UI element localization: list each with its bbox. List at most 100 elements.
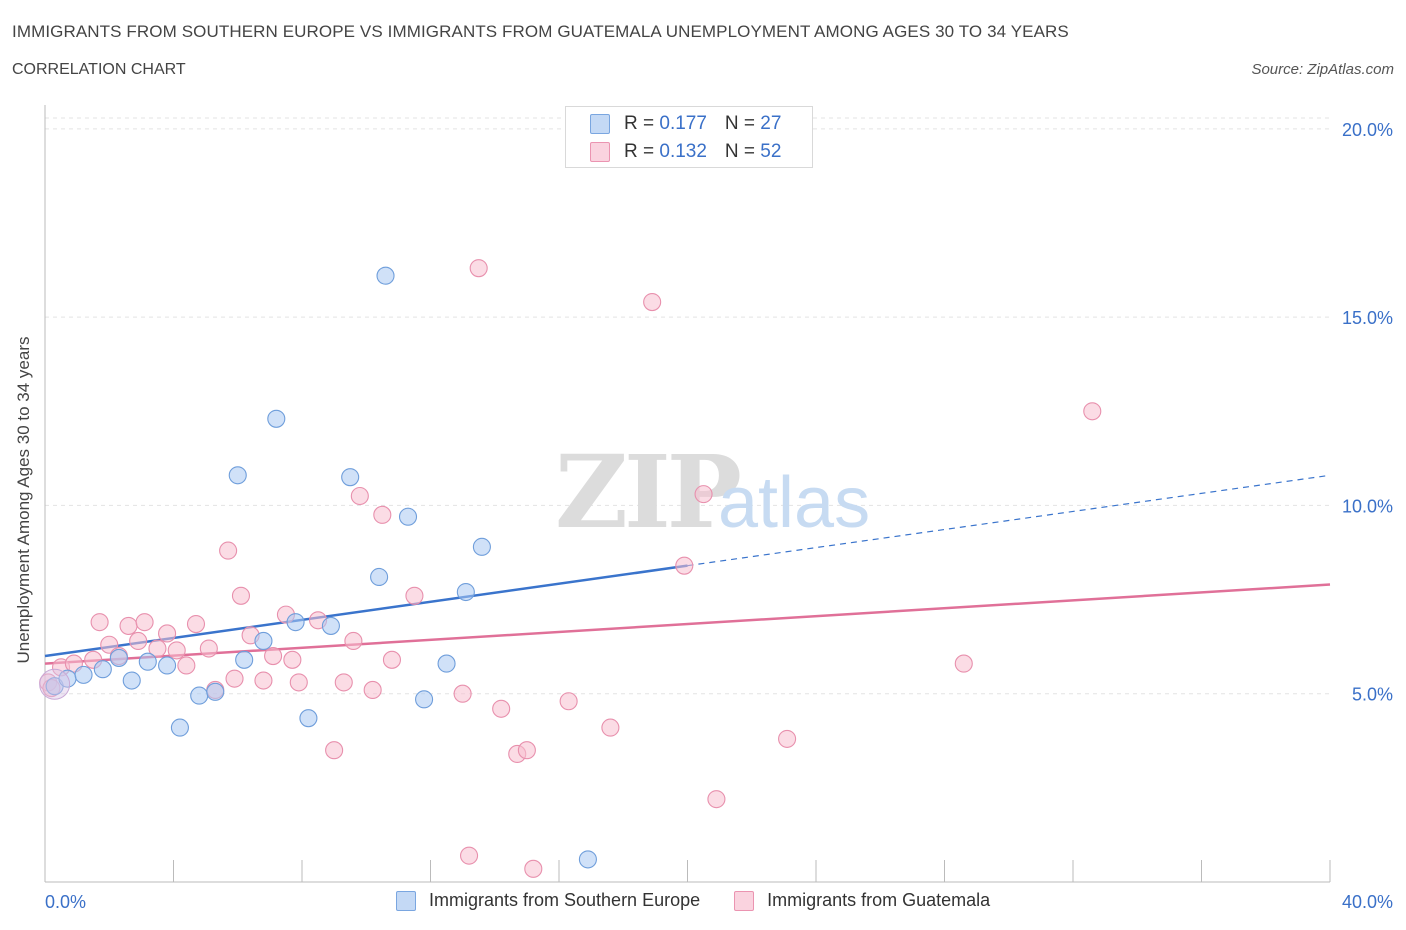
stats-legend-row-guatemala: R = 0.132 N = 52 bbox=[590, 140, 781, 164]
point-southern-europe bbox=[472, 537, 491, 556]
y-tick-label: 10.0% bbox=[1342, 496, 1393, 516]
stats-legend-row-southern-europe: R = 0.177 N = 27 bbox=[590, 112, 781, 136]
point-guatemala bbox=[334, 673, 353, 692]
point-guatemala bbox=[158, 624, 177, 643]
point-cluster bbox=[39, 668, 71, 700]
point-southern-europe bbox=[138, 652, 157, 671]
legend-swatch-guatemala bbox=[734, 890, 755, 911]
point-guatemala bbox=[1083, 402, 1102, 421]
point-guatemala bbox=[186, 614, 206, 634]
chart-title: IMMIGRANTS FROM SOUTHERN EUROPE VS IMMIG… bbox=[12, 22, 1069, 41]
point-southern-europe bbox=[190, 686, 209, 705]
x-tick-label: 40.0% bbox=[1342, 892, 1393, 912]
n-label: N = bbox=[724, 141, 761, 162]
source-credit: Source: ZipAtlas.com bbox=[1251, 61, 1394, 78]
point-guatemala bbox=[289, 673, 308, 692]
point-guatemala bbox=[283, 650, 302, 669]
trendline-southern-europe bbox=[44, 564, 688, 658]
point-guatemala bbox=[707, 790, 726, 809]
point-guatemala bbox=[135, 613, 154, 632]
y-tick-label: 15.0% bbox=[1342, 308, 1393, 328]
point-guatemala bbox=[469, 259, 488, 278]
legend-swatch-southern-europe bbox=[590, 114, 610, 134]
point-guatemala bbox=[219, 541, 238, 560]
point-southern-europe bbox=[370, 567, 389, 587]
point-guatemala bbox=[90, 613, 109, 632]
data-points bbox=[39, 259, 1102, 878]
trendline-extension-southern-europe bbox=[687, 474, 1331, 567]
point-guatemala bbox=[517, 741, 536, 760]
y-tick-label: 5.0% bbox=[1352, 685, 1393, 705]
legend-swatch-southern-europe bbox=[396, 890, 416, 911]
r-label: R = bbox=[624, 113, 660, 134]
point-guatemala bbox=[129, 631, 148, 651]
point-guatemala bbox=[954, 654, 973, 673]
legend-label-guatemala: Immigrants from Guatemala bbox=[767, 890, 991, 910]
point-southern-europe bbox=[299, 709, 318, 728]
legend-item-guatemala[interactable]: Immigrants from Guatemala bbox=[734, 890, 990, 911]
n-label: N = bbox=[724, 113, 761, 134]
point-guatemala bbox=[373, 505, 392, 524]
point-guatemala bbox=[344, 631, 363, 651]
point-guatemala bbox=[177, 656, 196, 675]
r-label: R = bbox=[624, 141, 660, 162]
point-guatemala bbox=[453, 684, 472, 703]
point-guatemala bbox=[225, 669, 244, 688]
point-southern-europe bbox=[267, 409, 286, 428]
point-southern-europe bbox=[254, 631, 273, 651]
n-value: 52 bbox=[760, 141, 782, 162]
y-axis-label: Unemployment Among Ages 30 to 34 years bbox=[14, 336, 33, 664]
point-guatemala bbox=[601, 718, 620, 737]
chart-subtitle: CORRELATION CHART bbox=[12, 61, 186, 78]
point-guatemala bbox=[119, 616, 138, 635]
legend-item-southern-europe[interactable]: Immigrants from Southern Europe bbox=[396, 890, 700, 911]
point-southern-europe bbox=[109, 648, 128, 667]
point-guatemala bbox=[325, 741, 344, 760]
legend-swatch-guatemala bbox=[590, 142, 610, 162]
point-southern-europe bbox=[376, 266, 395, 285]
tick-labels: 5.0% 10.0% 15.0% 20.0% 0.0% 40.0% bbox=[45, 120, 1393, 912]
point-southern-europe bbox=[437, 654, 456, 673]
watermark-atlas: atlas bbox=[718, 463, 870, 543]
legend-label-southern-europe: Immigrants from Southern Europe bbox=[429, 890, 701, 910]
point-guatemala bbox=[254, 671, 273, 690]
y-axis-label-wrap: Unemployment Among Ages 30 to 34 years bbox=[4, 300, 44, 700]
point-guatemala bbox=[405, 586, 424, 605]
y-tick-label: 20.0% bbox=[1342, 120, 1393, 140]
point-guatemala bbox=[350, 486, 369, 506]
stats-legend: R = 0.177 N = 27 R = 0.132 N = 52 bbox=[565, 106, 813, 168]
point-southern-europe bbox=[93, 660, 112, 679]
point-guatemala bbox=[264, 646, 283, 666]
trendlines bbox=[44, 474, 1331, 665]
point-southern-europe bbox=[228, 466, 247, 485]
point-guatemala bbox=[199, 639, 218, 658]
series-legend: Immigrants from Southern Europe Immigran… bbox=[396, 890, 1024, 911]
point-guatemala bbox=[675, 556, 694, 575]
point-southern-europe bbox=[415, 690, 434, 709]
trendline-guatemala bbox=[44, 583, 1331, 665]
point-southern-europe bbox=[341, 468, 360, 487]
point-guatemala bbox=[559, 692, 578, 711]
point-guatemala bbox=[167, 641, 186, 660]
point-guatemala bbox=[643, 293, 662, 312]
point-southern-europe bbox=[578, 850, 597, 869]
point-southern-europe bbox=[170, 718, 189, 737]
r-value: 0.132 bbox=[659, 141, 707, 162]
r-value: 0.177 bbox=[659, 113, 707, 134]
point-southern-europe bbox=[206, 682, 225, 701]
n-value: 27 bbox=[760, 113, 782, 134]
point-guatemala bbox=[382, 650, 402, 669]
x-tick-label: 0.0% bbox=[45, 892, 86, 912]
point-southern-europe bbox=[321, 616, 340, 635]
point-guatemala bbox=[231, 586, 251, 605]
point-southern-europe bbox=[235, 650, 254, 669]
point-guatemala bbox=[459, 846, 479, 865]
point-guatemala bbox=[148, 639, 167, 658]
gridlines bbox=[45, 117, 1330, 695]
point-guatemala bbox=[363, 680, 382, 699]
axes bbox=[44, 105, 1331, 883]
point-southern-europe bbox=[456, 582, 475, 602]
point-guatemala bbox=[492, 699, 511, 718]
point-southern-europe bbox=[158, 656, 177, 675]
